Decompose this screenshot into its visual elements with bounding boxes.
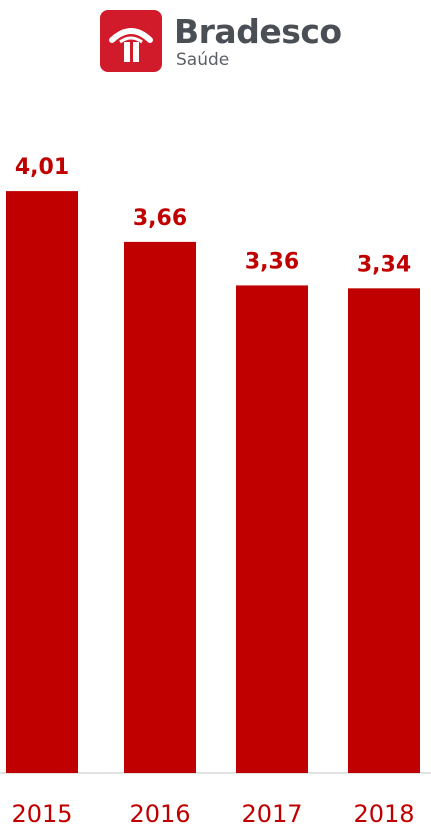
value-label-2018: 3,34 — [357, 252, 411, 277]
x-tick-labels-group: 2015 2016 2017 2018 — [11, 800, 414, 828]
value-label-2015: 4,01 — [15, 155, 69, 180]
bars-group — [6, 191, 420, 774]
bradesco-tree-logo-icon — [100, 10, 162, 72]
bar-2016 — [124, 241, 196, 774]
bar-2015 — [6, 191, 78, 774]
bar-2018 — [348, 288, 420, 773]
logo-subtitle: Saúde — [176, 50, 230, 70]
bradesco-saude-logo: Bradesco Saúde — [100, 10, 342, 74]
logo-name: Bradesco — [174, 12, 342, 51]
x-tick-label-2017: 2017 — [241, 800, 302, 828]
value-label-2016: 3,66 — [133, 206, 187, 231]
bar-2017 — [236, 285, 308, 773]
x-tick-label-2018: 2018 — [353, 800, 414, 828]
value-label-2017: 3,36 — [245, 249, 299, 274]
x-tick-label-2016: 2016 — [129, 800, 190, 828]
value-labels-group: 4,01 3,66 3,36 3,34 — [15, 155, 411, 277]
x-tick-label-2015: 2015 — [11, 800, 72, 828]
